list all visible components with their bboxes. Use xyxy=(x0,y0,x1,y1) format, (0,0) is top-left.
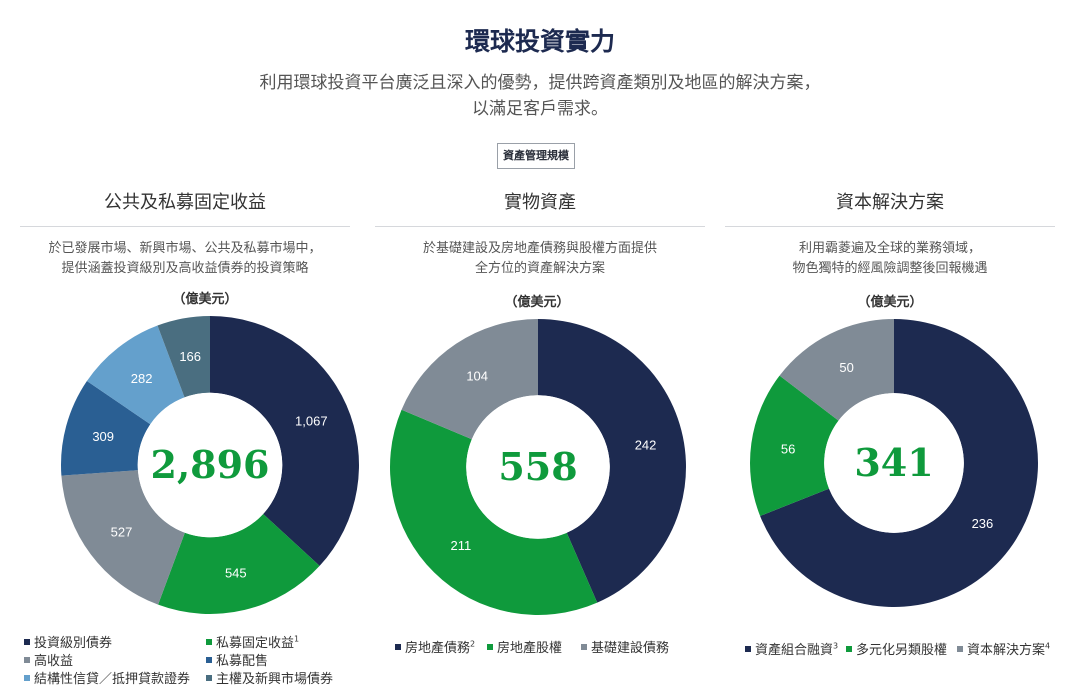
legend-swatch xyxy=(24,639,30,645)
legend-swatch xyxy=(24,675,30,681)
legend-label: 房地產股權 xyxy=(497,641,563,656)
donut-slice xyxy=(86,325,185,425)
legend-fixed-income: 投資級別債券 私募固定收益1 高收益 私募配售結構性信貸／抵押貸款證券 主權及新興市場債… xyxy=(24,632,364,688)
description-line-2: 物色獨特的經風險調整後回報機遇 xyxy=(792,261,988,276)
footnote-marker: 4 xyxy=(1045,641,1051,651)
legend-swatch xyxy=(206,657,212,663)
legend-swatch xyxy=(846,646,852,652)
donut-slice xyxy=(401,319,538,440)
donut-slice xyxy=(760,319,1038,607)
subtitle-line-2: 以滿足客戶需求。 xyxy=(472,99,608,119)
column-capital-solutions: 資本解決方案 利用霸菱遍及全球的業務領域， 物色獨特的經風險調整後回報機遇 xyxy=(725,188,1055,279)
unit-label: （億美元） xyxy=(857,295,923,310)
slice-value-label: 236 xyxy=(972,516,994,531)
slice-value-label: 282 xyxy=(131,371,153,386)
page-title: 環球投資實力 xyxy=(464,27,615,56)
legend-swatch xyxy=(745,646,751,652)
legend-label: 多元化另類股權 xyxy=(856,643,948,658)
legend-item: 私募固定收益1 xyxy=(206,632,299,651)
donut-slice xyxy=(779,319,894,421)
legend-swatch xyxy=(24,657,30,663)
legend-item: 多元化另類股權 xyxy=(846,639,947,658)
legend-label: 投資級別債券 xyxy=(34,636,113,651)
column-title: 實物資產 xyxy=(375,188,705,227)
donut-slice xyxy=(750,375,839,516)
legend-label: 房地產債務 xyxy=(405,641,471,656)
donut-hole xyxy=(137,392,283,538)
description-line-1: 於基礎建設及房地產債務與股權方面提供 xyxy=(422,241,657,256)
unit-label: （億美元） xyxy=(504,295,570,310)
legend-label: 資本解決方案 xyxy=(967,643,1046,658)
slice-value-label: 211 xyxy=(450,538,471,553)
legend-label: 結構性信貸／抵押貸款證券 xyxy=(34,672,191,687)
column-fixed-income: 公共及私募固定收益 於已發展市場、新興市場、公共及私募市場中， 提供涵蓋投資級別… xyxy=(20,188,350,279)
unit-label: （億美元） xyxy=(172,292,238,307)
footnote-marker: 2 xyxy=(470,639,476,649)
total-value: 558 xyxy=(498,444,577,489)
subtitle-line-1: 利用環球投資平台廣泛且深入的優勢，提供跨資產類別及地區的解決方案， xyxy=(259,73,821,93)
slice-value-label: 309 xyxy=(92,429,114,444)
slice-value-label: 545 xyxy=(225,566,247,581)
legend-swatch xyxy=(206,639,212,645)
donut-slice xyxy=(538,319,687,603)
legend-item: 主權及新興市場債券 xyxy=(206,668,333,687)
donut-hole xyxy=(824,393,964,533)
donut-slice xyxy=(210,316,359,566)
legend-capital-solutions: 資產組合融資3 多元化另類股權 資本解決方案4 xyxy=(745,639,1075,659)
description-line-2: 提供涵蓋投資級別及高收益債券的投資策略 xyxy=(61,261,309,276)
legend-swatch xyxy=(957,646,963,652)
legend-item: 資本解決方案4 xyxy=(957,639,1050,658)
donut-slice xyxy=(157,316,210,398)
footnote-marker: 3 xyxy=(833,641,839,651)
slice-value-label: 104 xyxy=(466,368,488,383)
legend-swatch xyxy=(487,644,493,650)
column-description: 利用霸菱遍及全球的業務領域， 物色獨特的經風險調整後回報機遇 xyxy=(725,239,1055,279)
legend-label: 私募配售 xyxy=(216,654,269,669)
legend-swatch xyxy=(206,675,212,681)
column-title: 資本解決方案 xyxy=(725,188,1055,227)
aum-badge: 資產管理規模 xyxy=(497,143,575,169)
donut-slice xyxy=(61,381,151,476)
donut-hole xyxy=(466,395,610,539)
column-real-assets: 實物資產 於基礎建設及房地產債務與股權方面提供 全方位的資產解決方案 xyxy=(375,188,705,279)
legend-item: 高收益 xyxy=(24,650,73,669)
description-line-2: 全方位的資產解決方案 xyxy=(474,261,605,276)
legend-label: 主權及新興市場債券 xyxy=(216,672,334,687)
column-title: 公共及私募固定收益 xyxy=(20,188,350,227)
legend-real-assets: 房地產債務2 房地產股權 基礎建設債務 xyxy=(395,637,695,657)
total-value: 2,896 xyxy=(151,442,270,487)
column-description: 於基礎建設及房地產債務與股權方面提供 全方位的資產解決方案 xyxy=(375,239,705,279)
donut-chart-real-assets: 242 211 104 558 xyxy=(390,319,687,615)
page-subtitle: 利用環球投資平台廣泛且深入的優勢，提供跨資產類別及地區的解決方案， 以滿足客戶需… xyxy=(190,70,890,122)
slice-value-label: 527 xyxy=(111,524,133,539)
total-value: 341 xyxy=(854,440,933,485)
slice-value-label: 50 xyxy=(839,360,853,375)
slice-value-label: 56 xyxy=(781,441,795,456)
legend-item: 房地產股權 xyxy=(487,637,562,656)
slice-value-label: 1,067 xyxy=(295,414,328,429)
donut-chart-fixed-income: 1,067 545 527 309 282 166 2,896 xyxy=(61,316,359,614)
donut-chart-capital-solutions: 236 56 50 341 xyxy=(750,319,1038,607)
legend-item: 投資級別債券 xyxy=(24,632,112,651)
column-description: 於已發展市場、新興市場、公共及私募市場中， 提供涵蓋投資級別及高收益債券的投資策… xyxy=(20,239,350,279)
legend-item: 房地產債務2 xyxy=(395,637,475,656)
description-line-1: 利用霸菱遍及全球的業務領域， xyxy=(798,241,981,256)
legend-item: 私募配售 xyxy=(206,650,268,669)
legend-item: 結構性信貸／抵押貸款證券 xyxy=(24,668,190,687)
legend-item: 資產組合融資3 xyxy=(745,639,838,658)
donut-slice xyxy=(390,409,598,615)
legend-swatch xyxy=(581,644,587,650)
legend-swatch xyxy=(395,644,401,650)
slice-value-label: 166 xyxy=(179,349,201,364)
legend-label: 資產組合融資 xyxy=(755,643,834,658)
footnote-marker: 1 xyxy=(294,634,300,644)
donut-slice xyxy=(158,513,320,614)
legend-label: 基礎建設債務 xyxy=(591,641,670,656)
legend-label: 高收益 xyxy=(34,654,74,669)
donut-slice xyxy=(61,470,185,605)
slice-value-label: 242 xyxy=(635,438,657,453)
legend-item: 基礎建設債務 xyxy=(581,637,669,656)
description-line-1: 於已發展市場、新興市場、公共及私募市場中， xyxy=(48,241,322,256)
legend-label: 私募固定收益 xyxy=(216,636,295,651)
